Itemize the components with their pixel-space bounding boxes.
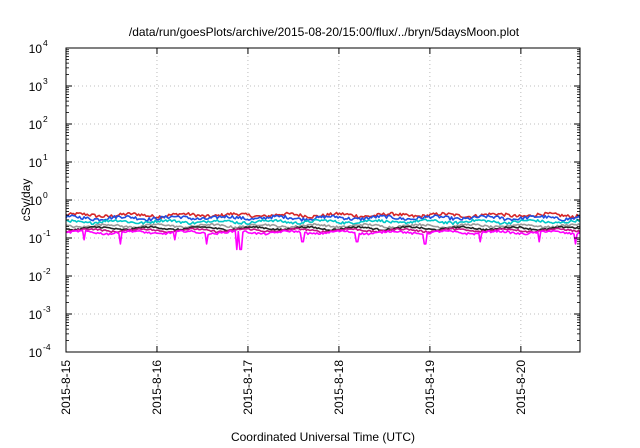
y-tick-label: 10 (29, 232, 43, 246)
series-line (65, 227, 581, 234)
x-tick-label: 2015-8-20 (514, 360, 528, 415)
y-tick-exponent: -3 (43, 304, 51, 314)
y-tick-label: 10 (29, 156, 43, 170)
y-tick-label: 10 (29, 42, 43, 56)
series-group (65, 211, 581, 251)
y-tick-label: 10 (29, 346, 43, 360)
x-tick-label: 2015-8-16 (150, 360, 164, 415)
y-tick-exponent: 4 (43, 38, 48, 48)
x-tick-label: 2015-8-15 (59, 360, 73, 415)
y-tick-exponent: -2 (43, 266, 51, 276)
x-axis-label: Coordinated Universal Time (UTC) (231, 430, 415, 444)
y-tick-exponent: 2 (43, 114, 48, 124)
y-tick-label: 10 (29, 308, 43, 322)
y-tick-label: 10 (29, 118, 43, 132)
y-tick-label: 10 (29, 194, 43, 208)
y-tick-exponent: 0 (43, 190, 48, 200)
x-tick-label: 2015-8-17 (241, 360, 255, 415)
y-tick-label: 10 (29, 270, 43, 284)
x-axis: 2015-8-15 2015-8-16 2015-8-17 2015-8-18 2015… (59, 48, 528, 415)
y-tick-exponent: 1 (43, 152, 48, 162)
y-tick-label: 10 (29, 80, 43, 94)
chart-title: /data/run/goesPlots/archive/2015-08-20/1… (129, 25, 520, 39)
series-line (65, 211, 581, 220)
series-line (65, 222, 581, 229)
x-tick-label: 2015-8-18 (332, 360, 346, 415)
grid (66, 48, 580, 352)
y-axis-label: cSv/day (19, 179, 33, 222)
series-line (65, 229, 581, 251)
y-tick-exponent: -1 (43, 228, 51, 238)
x-tick-label: 2015-8-19 (423, 360, 437, 415)
y-tick-exponent: 3 (43, 76, 48, 86)
series-line (65, 218, 581, 226)
series-line (65, 214, 581, 222)
y-tick-exponent: -4 (43, 342, 51, 352)
